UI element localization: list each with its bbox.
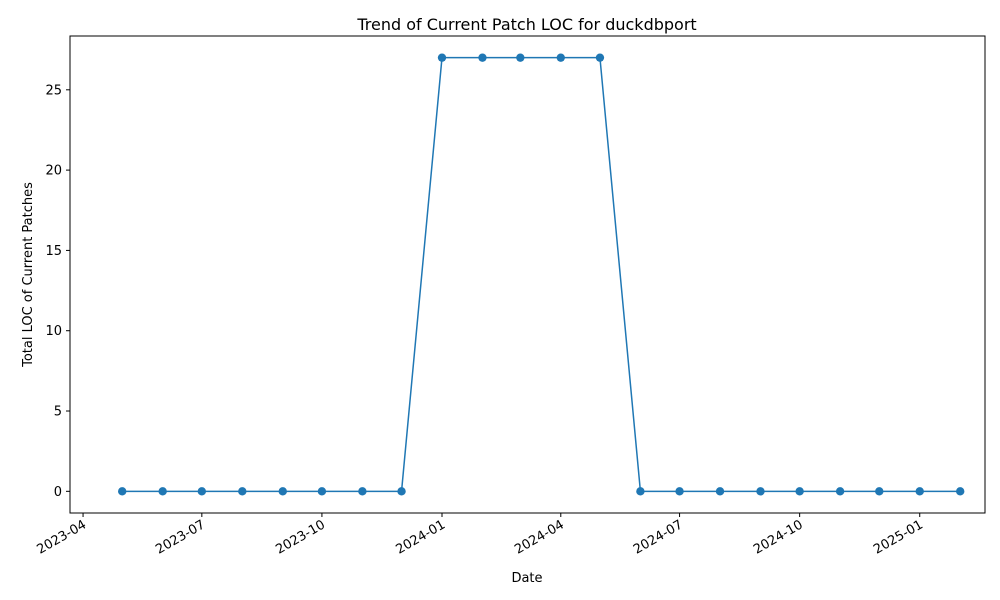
data-point	[358, 487, 367, 496]
x-tick-label: 2024-10	[751, 517, 806, 557]
y-tick-label: 20	[45, 164, 62, 179]
y-tick-label: 25	[45, 83, 62, 98]
data-point	[715, 487, 725, 496]
data-point	[675, 487, 684, 496]
data-point	[397, 487, 406, 496]
x-tick-label: 2025-01	[871, 517, 926, 557]
data-point	[915, 487, 924, 496]
x-tick-label: 2024-07	[631, 517, 686, 557]
data-point	[756, 487, 765, 496]
data-point	[875, 487, 884, 496]
chart-title: Trend of Current Patch LOC for duckdbpor…	[356, 15, 696, 34]
data-point	[437, 53, 447, 62]
axis-ticks: 0 5 10 15 20 25 2023-04 2023-07 2023-10 2024-01 20…	[35, 83, 926, 557]
x-tick-label: 2023-10	[273, 517, 328, 557]
plot-area	[118, 53, 965, 496]
x-tick-label: 2024-04	[512, 517, 567, 557]
y-tick-label: 10	[45, 324, 62, 339]
x-tick-label: 2023-04	[35, 517, 90, 557]
x-tick-label: 2023-07	[153, 517, 208, 557]
data-point	[595, 53, 605, 62]
data-point	[158, 487, 167, 496]
data-point	[238, 487, 247, 496]
y-tick-label: 5	[54, 405, 62, 420]
data-point	[118, 487, 127, 496]
data-point	[795, 487, 804, 496]
data-point	[556, 53, 565, 62]
x-axis-label: Date	[511, 571, 542, 586]
data-point	[317, 487, 327, 496]
data-point	[636, 487, 645, 496]
data-point	[516, 53, 525, 62]
x-tick-label: 2024-01	[393, 517, 448, 557]
data-point	[955, 487, 965, 496]
series-line	[122, 56, 961, 493]
plot-frame	[69, 35, 986, 514]
data-point	[835, 487, 845, 496]
data-point	[197, 487, 207, 496]
y-tick-label: 0	[54, 485, 62, 500]
data-point	[278, 487, 287, 496]
data-point	[478, 53, 487, 62]
y-tick-label: 15	[45, 244, 62, 259]
y-axis-label: Total LOC of Current Patches	[21, 182, 36, 368]
